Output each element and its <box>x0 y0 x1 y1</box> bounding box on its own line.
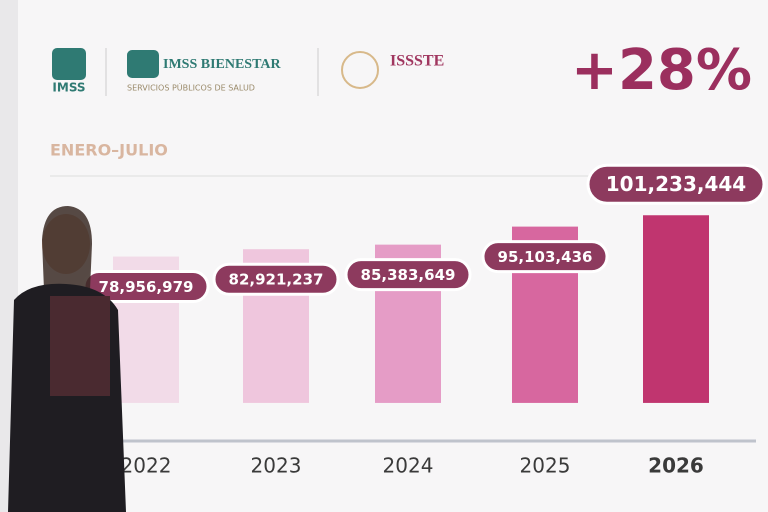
value-pill <box>212 262 340 296</box>
x-tick-label: 2023 <box>251 454 302 478</box>
x-tick-label: 2025 <box>520 454 571 478</box>
value-pill <box>586 163 766 205</box>
imss-text: IMSS <box>52 81 85 95</box>
x-tick-label: 2022 <box>121 454 172 478</box>
bar <box>643 215 709 403</box>
x-tick-label: 2026 <box>648 454 704 478</box>
subtitle: ENERO–JULIO <box>50 141 168 160</box>
speaker <box>8 206 126 512</box>
x-tick-label: 2024 <box>383 454 434 478</box>
bienestar-sub: SERVICIOS PÚBLICOS DE SALUD <box>127 82 255 93</box>
value-label: 78,956,979 <box>99 278 194 296</box>
issste-text: ISSSTE <box>390 53 444 70</box>
imss-logo <box>52 48 86 80</box>
issste-logo <box>341 51 379 89</box>
value-label: 85,383,649 <box>361 266 456 284</box>
bienestar-text: IMSS BIENESTAR <box>163 57 282 72</box>
bienestar-logo <box>127 50 159 78</box>
headline: +28% <box>571 38 752 103</box>
value-pill <box>481 240 609 274</box>
value-label: 82,921,237 <box>229 271 324 289</box>
value-label: 101,233,444 <box>606 172 746 196</box>
value-pill <box>344 258 472 292</box>
value-label: 95,103,436 <box>498 248 593 266</box>
